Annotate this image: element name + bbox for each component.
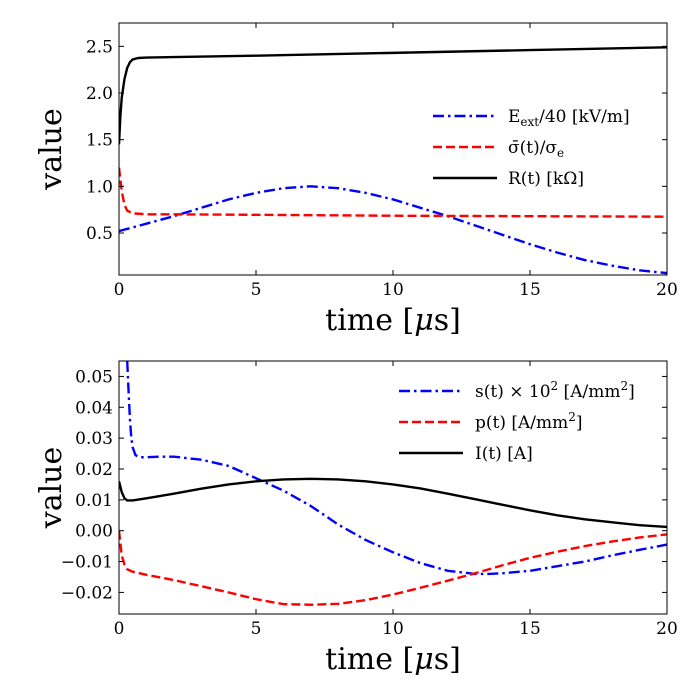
x-tick-label: 0 (114, 619, 125, 639)
y-tick-label: 2.0 (86, 84, 113, 104)
legend-label-3: R(t) [kΩ] (508, 169, 584, 189)
series-line-3 (119, 46, 667, 145)
series-line-3 (119, 477, 667, 529)
x-tick-label: 15 (519, 619, 541, 639)
y-axis-label: value (34, 447, 69, 530)
x-tick-label: 20 (656, 280, 678, 300)
y-tick-label: −0.02 (61, 583, 113, 603)
x-tick-label: 15 (519, 280, 541, 300)
x-axis-label: time [μs] (325, 642, 461, 677)
series-line-2 (119, 167, 667, 218)
x-tick-label: 5 (251, 280, 262, 300)
series-line-1 (126, 361, 667, 576)
legend-label-1: s(t) × 102 [A/mm2] (475, 379, 635, 402)
y-tick-label: 0.5 (86, 224, 113, 244)
x-tick-label: 10 (382, 619, 404, 639)
y-tick-label: 2.5 (86, 37, 113, 57)
bottom-panel: 0 5 10 15 20 −0.02 −0.01 0.00 0.01 0.02 0.03 0.04 0.… (34, 360, 678, 677)
x-tick-label: 0 (114, 280, 125, 300)
y-axis-label: value (34, 108, 69, 191)
axes-frame (118, 22, 668, 276)
legend-label-2: p(t) [A/mm2] (475, 410, 583, 433)
x-axis-label: time [μs] (325, 303, 461, 338)
top-panel: 0 5 10 15 20 0.5 1.0 1.5 2.0 2.5 time [μs] value Eex… (34, 22, 678, 338)
y-tick-label: 1.5 (86, 131, 113, 151)
y-tick-label: −0.01 (61, 553, 113, 573)
y-tick-label: 0.04 (75, 398, 113, 418)
x-tick-label: 5 (251, 619, 262, 639)
x-tick-label: 10 (382, 280, 404, 300)
series-line-2 (119, 530, 667, 606)
y-tick-label: 0.02 (75, 460, 113, 480)
series-line-1 (119, 185, 667, 275)
y-tick-label: 0.00 (75, 522, 113, 542)
x-tick-label: 20 (656, 619, 678, 639)
legend-label-1: Eext/40 [kV/m] (508, 107, 630, 129)
legend-label-3: I(t) [A] (475, 444, 533, 464)
legend-label-2: σ̄(t)/σe (508, 138, 564, 160)
y-tick-label: 0.03 (75, 429, 113, 449)
y-tick-label: 1.0 (86, 177, 113, 197)
y-tick-label: 0.05 (75, 367, 113, 387)
y-tick-label: 0.01 (75, 491, 113, 511)
